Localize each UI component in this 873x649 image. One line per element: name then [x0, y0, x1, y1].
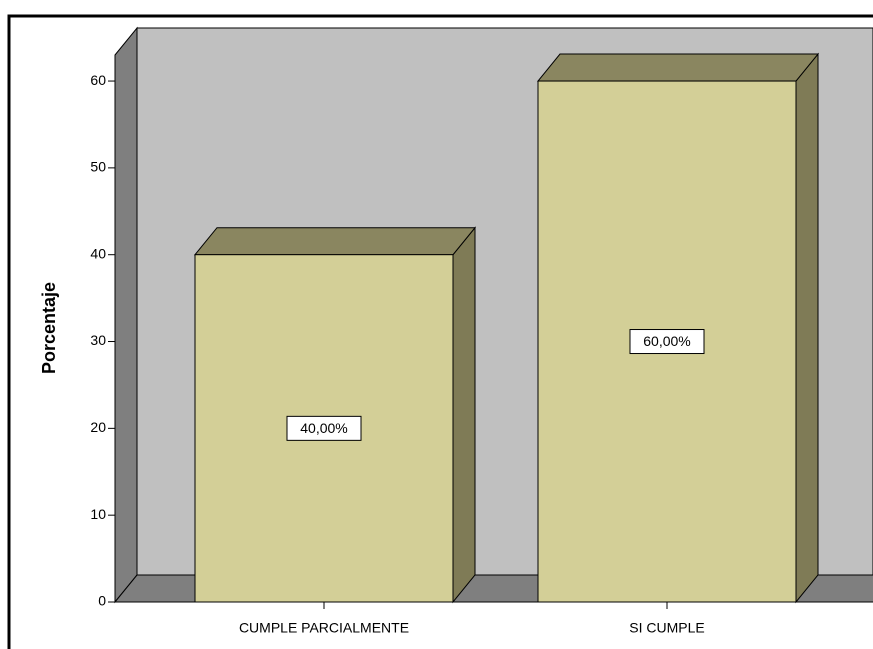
- left-wall: [114, 26, 138, 604]
- value-label-box: [629, 329, 705, 355]
- y-tick-label: 10: [90, 506, 106, 522]
- y-tick-label: 30: [90, 332, 106, 348]
- y-tick-label: 20: [90, 419, 106, 435]
- y-tick-label: 0: [98, 593, 106, 609]
- bar-side: [452, 226, 476, 604]
- value-label: 40,00%: [300, 420, 347, 436]
- bar-top: [536, 53, 820, 82]
- value-label: 60,00%: [643, 333, 690, 349]
- y-axis-label: Porcentaje: [39, 282, 59, 374]
- x-tick-label: SI CUMPLE: [629, 620, 704, 636]
- y-tick-label: 40: [90, 245, 106, 261]
- x-tick-label: CUMPLE PARCIALMENTE: [239, 620, 409, 636]
- y-tick-label: 50: [90, 159, 106, 175]
- y-tick-label: 60: [90, 72, 106, 88]
- bar-side: [795, 52, 819, 604]
- value-label-box: [286, 415, 362, 441]
- bar-top: [193, 227, 477, 256]
